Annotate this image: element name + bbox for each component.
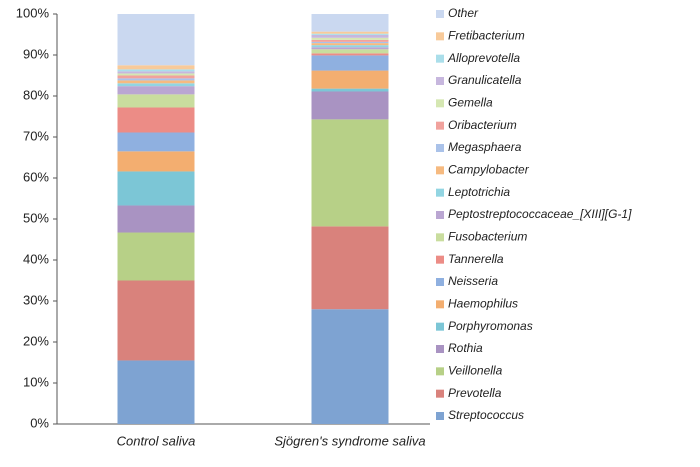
y-tick-label: 30% bbox=[23, 292, 49, 307]
bar-segment bbox=[117, 171, 195, 206]
bar-segment bbox=[117, 83, 195, 87]
legend-swatch bbox=[436, 255, 444, 264]
legend-label: Peptostreptococcaceae_[XIII][G-1] bbox=[448, 207, 632, 221]
bar-segment bbox=[311, 88, 389, 92]
bar-segment bbox=[311, 39, 389, 42]
bar-segment bbox=[117, 73, 195, 76]
bar-segment bbox=[311, 49, 389, 54]
bar-segment bbox=[311, 226, 389, 310]
legend-label: Granulicatella bbox=[448, 73, 522, 87]
y-tick-label: 80% bbox=[23, 87, 49, 102]
bar-segment bbox=[311, 55, 389, 71]
bar-segment bbox=[311, 70, 389, 89]
y-tick-label: 10% bbox=[23, 374, 49, 389]
legend-swatch bbox=[436, 322, 444, 331]
y-tick-label: 60% bbox=[23, 169, 49, 184]
bar-segment bbox=[117, 232, 195, 281]
legend-label: Alloprevotella bbox=[447, 51, 520, 65]
x-tick-label: Control saliva bbox=[117, 433, 196, 448]
bar-segment bbox=[311, 34, 389, 38]
bar-segment bbox=[311, 45, 389, 48]
bar-segment bbox=[311, 33, 389, 35]
legend-label: Tannerella bbox=[448, 252, 504, 266]
legend-swatch bbox=[436, 345, 444, 353]
legend-label: Fretibacterium bbox=[448, 29, 525, 43]
bar-segment bbox=[311, 53, 389, 56]
x-tick-label: Sjögren's syndrome saliva bbox=[274, 433, 425, 448]
legend-swatch bbox=[436, 166, 444, 175]
legend-swatch bbox=[436, 211, 444, 219]
bar-segment bbox=[117, 71, 195, 74]
legend-swatch bbox=[436, 233, 444, 242]
bar-segment bbox=[117, 75, 195, 79]
legend-label: Haemophilus bbox=[448, 297, 518, 311]
bar-segment bbox=[311, 119, 389, 227]
legend-swatch bbox=[436, 188, 444, 197]
legend-label: Fusobacterium bbox=[448, 230, 527, 244]
bar-segment bbox=[311, 47, 389, 50]
bar-segment bbox=[117, 80, 195, 84]
bar-segment bbox=[117, 360, 195, 424]
legend-label: Campylobacter bbox=[448, 163, 530, 177]
bar-segment bbox=[311, 309, 389, 424]
bar-segment bbox=[311, 43, 389, 46]
legend-swatch bbox=[436, 278, 444, 286]
y-tick-label: 0% bbox=[30, 415, 49, 430]
legend-swatch bbox=[436, 144, 444, 152]
bar-segment bbox=[117, 107, 195, 133]
legend-label: Rothia bbox=[448, 341, 483, 355]
legend-swatch bbox=[436, 367, 444, 376]
bar-segment bbox=[117, 94, 195, 108]
bar-segment bbox=[117, 65, 195, 70]
bar-segment bbox=[311, 91, 389, 120]
legend-label: Gemella bbox=[448, 96, 493, 110]
legend-swatch bbox=[436, 32, 444, 41]
legend-swatch bbox=[436, 77, 444, 85]
y-tick-label: 20% bbox=[23, 333, 49, 348]
bar-segment bbox=[311, 31, 389, 34]
bar-segment bbox=[117, 69, 195, 72]
y-tick-label: 90% bbox=[23, 46, 49, 61]
legend-label: Oribacterium bbox=[448, 118, 517, 132]
legend-label: Streptococcus bbox=[448, 408, 524, 422]
bar-segment bbox=[117, 132, 195, 152]
legend-swatch bbox=[436, 10, 444, 18]
bar-segment bbox=[117, 14, 195, 66]
legend-label: Leptotrichia bbox=[448, 185, 510, 199]
bar-segment bbox=[311, 14, 389, 32]
y-tick-label: 70% bbox=[23, 128, 49, 143]
bar-segment bbox=[117, 86, 195, 95]
legend-swatch bbox=[436, 54, 444, 63]
legend-swatch bbox=[436, 121, 444, 130]
bar-segment bbox=[311, 41, 389, 44]
legend-swatch bbox=[436, 99, 444, 108]
bar-segment bbox=[117, 151, 195, 172]
legend-swatch bbox=[436, 389, 444, 398]
legend-swatch bbox=[436, 300, 444, 309]
legend-label: Other bbox=[448, 6, 479, 20]
legend-label: Neisseria bbox=[448, 274, 498, 288]
legend-label: Megasphaera bbox=[448, 140, 522, 154]
legend-label: Veillonella bbox=[448, 364, 503, 378]
bar-segment bbox=[311, 37, 389, 40]
bar-segment bbox=[117, 78, 195, 81]
bar-segment bbox=[117, 280, 195, 361]
bar-segment bbox=[117, 205, 195, 233]
legend-swatch bbox=[436, 412, 444, 420]
legend-label: Porphyromonas bbox=[448, 319, 533, 333]
y-tick-label: 100% bbox=[16, 5, 50, 20]
legend-label: Prevotella bbox=[448, 386, 502, 400]
y-tick-label: 40% bbox=[23, 251, 49, 266]
y-tick-label: 50% bbox=[23, 210, 49, 225]
